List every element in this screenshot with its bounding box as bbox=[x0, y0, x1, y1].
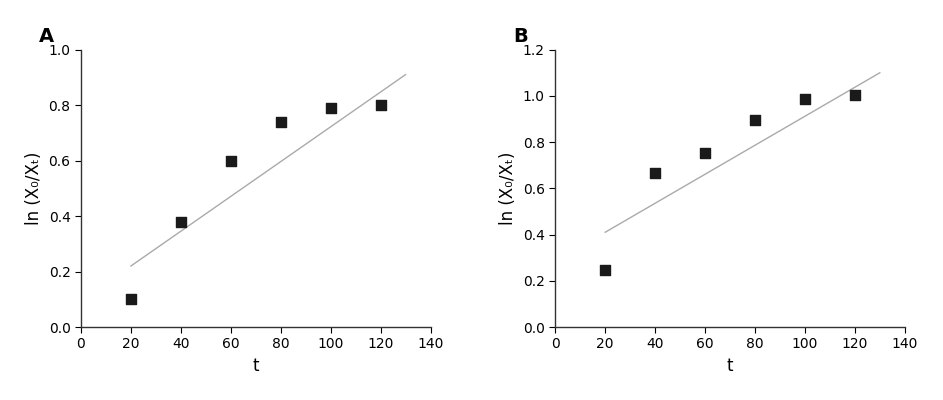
Point bbox=[223, 157, 239, 164]
Point bbox=[124, 296, 139, 302]
Point bbox=[798, 96, 813, 102]
Point bbox=[648, 170, 663, 176]
Y-axis label: ln (X₀/Xₜ): ln (X₀/Xₜ) bbox=[25, 152, 43, 225]
Text: B: B bbox=[513, 28, 528, 46]
Point bbox=[598, 267, 613, 274]
Point bbox=[273, 118, 289, 125]
Point bbox=[698, 149, 713, 156]
Point bbox=[174, 218, 189, 225]
Y-axis label: ln (X₀/Xₜ): ln (X₀/Xₜ) bbox=[499, 152, 518, 225]
Point bbox=[848, 92, 863, 98]
Point bbox=[373, 102, 389, 108]
Point bbox=[748, 117, 763, 123]
Point bbox=[323, 105, 339, 111]
X-axis label: t: t bbox=[253, 357, 259, 375]
X-axis label: t: t bbox=[727, 357, 734, 375]
Text: A: A bbox=[39, 28, 54, 46]
